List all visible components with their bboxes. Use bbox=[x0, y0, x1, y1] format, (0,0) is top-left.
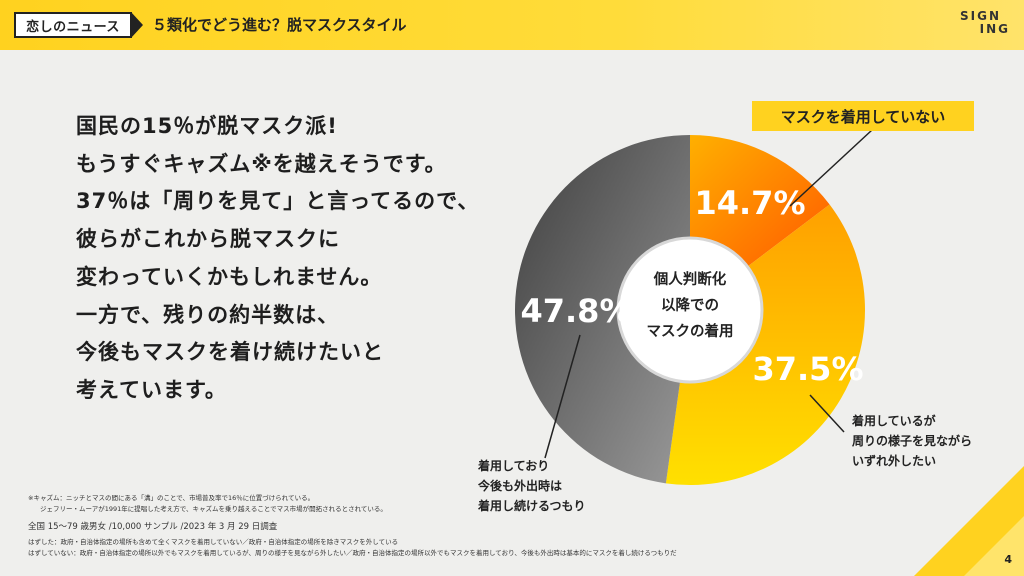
corner-decoration bbox=[964, 516, 1024, 576]
page-number: 4 bbox=[1004, 553, 1012, 566]
main-line: 彼らがこれから脱マスクに bbox=[76, 227, 340, 252]
label-continue-line: 着用し続けるつもり bbox=[477, 498, 586, 513]
value-label-watching: 37.5% bbox=[752, 350, 863, 388]
footnote-definition: はずした：政府・自治体指定の場所も含めて全くマスクを着用していない／政府・自治体… bbox=[28, 538, 399, 546]
center-label-line: 個人判断化 bbox=[653, 270, 727, 288]
footnote-survey: 全国 15～79 歳男女 /10,000 サンプル /2023 年 3 月 29… bbox=[28, 522, 278, 532]
center-label-line: 以降での bbox=[661, 296, 719, 314]
main-line: 今後もマスクを着け続けたいと bbox=[76, 340, 384, 365]
main-line: 考えています。 bbox=[76, 377, 227, 402]
main-line: 変わっていくかもしれません。 bbox=[76, 264, 383, 289]
leader-line bbox=[809, 394, 845, 433]
label-not-wearing: マスクを着用していない bbox=[781, 108, 946, 126]
legend-box-not-wearing bbox=[752, 101, 974, 131]
footnote-definition: はずしていない：政府・自治体指定の場所以外でもマスクを着用しているが、周りの様子… bbox=[28, 549, 677, 557]
value-label-continue: 47.8% bbox=[520, 292, 631, 330]
slice-not-wearing bbox=[690, 135, 830, 267]
main-line: 国民の15％が脱マスク派! bbox=[76, 114, 338, 138]
news-badge: 恋しのニュース bbox=[14, 12, 132, 38]
label-continue-line: 今後も外出時は bbox=[477, 478, 562, 493]
main-message: 国民の15％が脱マスク派! もうすぐキャズム※を越えそうです。 37％は「周りを… bbox=[76, 108, 546, 410]
leader-line bbox=[544, 334, 581, 459]
header-bar: 恋しのニュース ５類化でどう進む？脱マスクスタイル SIGN ING bbox=[0, 0, 1024, 50]
main-line: 37％は「周りを見て」と言ってるので、 bbox=[76, 189, 480, 214]
badge-arrow-icon bbox=[131, 12, 143, 38]
slice-watching bbox=[665, 204, 865, 485]
label-watching-line: 周りの様子を見ながら bbox=[852, 433, 972, 448]
center-label-line: マスクの着用 bbox=[647, 322, 734, 340]
main-line: 一方で、残りの約半数は、 bbox=[76, 302, 340, 327]
label-watching-line: いずれ外したい bbox=[852, 453, 936, 468]
main-line: もうすぐキャズム※を越えそうです。 bbox=[76, 151, 447, 176]
footnote-chasm-detail: ジェフリー・ムーアが1991年に提唱した考え方で、キャズムを乗り越えることでマス… bbox=[40, 505, 387, 513]
label-continue-line: 着用しており bbox=[477, 458, 549, 473]
leader-line bbox=[789, 129, 873, 207]
page-title: ５類化でどう進む？脱マスクスタイル bbox=[152, 16, 407, 34]
footnote-chasm: ※キャズム：ニッチとマスの間にある「溝」のことで、市場普及率で16％に位置づけら… bbox=[28, 494, 315, 502]
slice-continue bbox=[515, 135, 690, 484]
label-watching-line: 着用しているが bbox=[851, 413, 936, 428]
value-label-not-wearing: 14.7% bbox=[694, 184, 805, 222]
signing-logo: SIGN ING bbox=[960, 9, 1010, 36]
donut-center bbox=[616, 236, 764, 384]
